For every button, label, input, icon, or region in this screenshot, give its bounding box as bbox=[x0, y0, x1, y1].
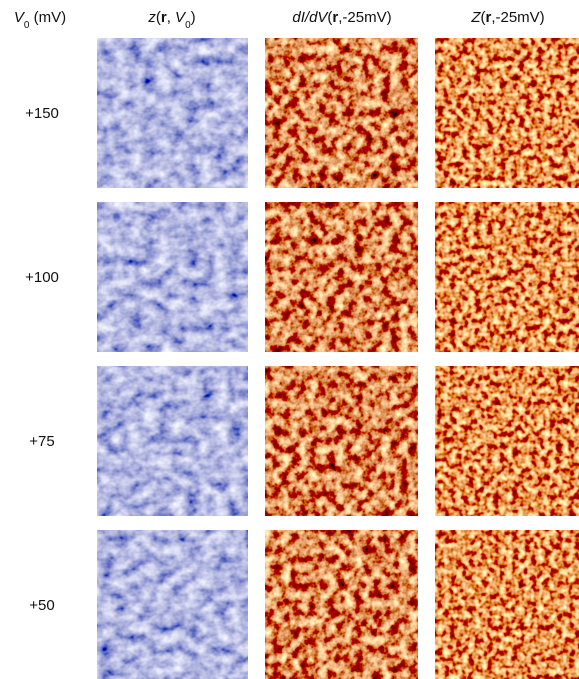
figure: V0 (mV) z(r, V0) dI/dV(r,-25mV) Z(r,-25m… bbox=[0, 0, 579, 679]
conductance-map bbox=[265, 366, 418, 516]
column-header: Z(r,-25mV) bbox=[470, 9, 544, 26]
z-map bbox=[435, 530, 579, 679]
header-part: ,-25mV) bbox=[338, 9, 391, 26]
row-label: +50 bbox=[29, 597, 54, 614]
z-map bbox=[435, 202, 579, 352]
row-label: +75 bbox=[29, 433, 54, 450]
header-part: ) bbox=[191, 9, 196, 26]
row-label: +100 bbox=[25, 269, 59, 286]
column-header: dI/dV(r,-25mV) bbox=[292, 9, 391, 26]
conductance-map bbox=[265, 202, 418, 352]
z-map bbox=[435, 38, 579, 188]
topograph-image bbox=[97, 366, 248, 516]
column-header: V0 (mV) bbox=[14, 9, 66, 31]
topograph-image bbox=[97, 202, 248, 352]
header-part: dI/dV bbox=[292, 9, 329, 26]
column-header: z(r, V0) bbox=[147, 9, 195, 31]
topograph-image bbox=[97, 530, 248, 679]
z-map bbox=[435, 366, 579, 516]
header-part: ,-25mV) bbox=[491, 9, 544, 26]
header-part: (mV) bbox=[29, 9, 66, 26]
topograph-image bbox=[97, 38, 248, 188]
header-part: , bbox=[167, 9, 175, 26]
conductance-map bbox=[265, 530, 418, 679]
row-label: +150 bbox=[25, 105, 59, 122]
conductance-map bbox=[265, 38, 418, 188]
